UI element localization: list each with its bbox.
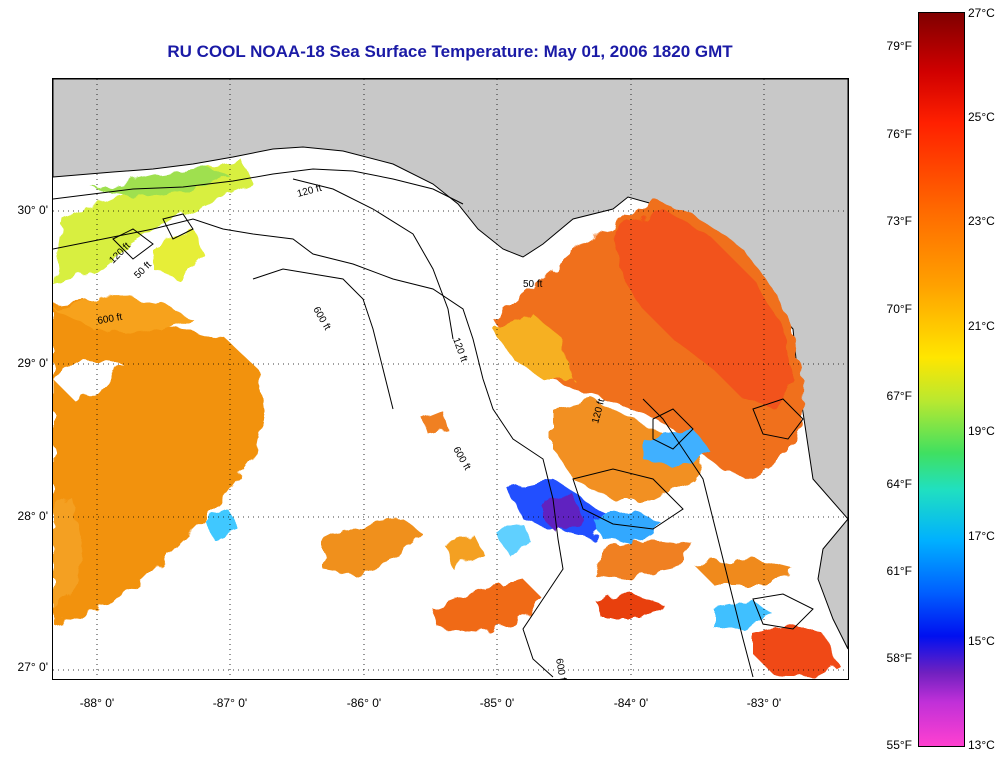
lat-label-27: 27° 0'	[17, 660, 48, 674]
contour-label: 600 ft	[553, 658, 568, 679]
lon-label-88: -88° 0'	[79, 696, 115, 710]
lon-label-83: -83° 0'	[746, 696, 782, 710]
colorbar-f-label: 55°F	[886, 738, 912, 752]
colorbar-f-label: 64°F	[886, 477, 912, 491]
lat-label-30: 30° 0'	[17, 203, 48, 217]
colorbar-c-label: 21°C	[968, 319, 995, 333]
colorbar-c-label: 19°C	[968, 424, 995, 438]
lat-label-29: 29° 0'	[17, 356, 48, 370]
sst-map-canvas: 120 ft 50 ft 600 ft 120 ft 50 ft 600 ft …	[53, 79, 848, 679]
contour-label: 50 ft	[132, 259, 154, 281]
contour-label: 600 ft	[450, 445, 472, 472]
colorbar-f-label: 73°F	[886, 214, 912, 228]
map-title: RU COOL NOAA-18 Sea Surface Temperature:…	[167, 42, 733, 61]
colorbar-c-label: 15°C	[968, 634, 995, 648]
colorbar-f-label: 67°F	[886, 389, 912, 403]
colorbar-c-label: 17°C	[968, 529, 995, 543]
colorbar-c-label: 23°C	[968, 214, 995, 228]
lon-label-86: -86° 0'	[346, 696, 382, 710]
contour-label: 120 ft	[296, 183, 323, 200]
colorbar-f-label: 70°F	[886, 302, 912, 316]
map-grid	[53, 79, 848, 679]
colorbar-f-label: 76°F	[886, 127, 912, 141]
sst-patches	[53, 161, 838, 677]
contour-label: 50 ft	[523, 279, 543, 290]
colorbar-c-label: 25°C	[968, 110, 995, 124]
sst-map: 120 ft 50 ft 600 ft 120 ft 50 ft 600 ft …	[52, 78, 849, 680]
contour-label: 600 ft	[97, 312, 124, 327]
lat-label-28: 28° 0'	[17, 509, 48, 523]
colorbar-f-label: 61°F	[886, 564, 912, 578]
colorbar-f-label: 58°F	[886, 651, 912, 665]
temperature-colorbar	[918, 12, 965, 747]
lon-label-84: -84° 0'	[613, 696, 649, 710]
lon-label-87: -87° 0'	[212, 696, 248, 710]
contour-label: 600 ft	[310, 305, 332, 332]
lon-label-85: -85° 0'	[479, 696, 515, 710]
colorbar-c-label: 27°C	[968, 6, 995, 20]
contour-label: 120 ft	[450, 336, 469, 363]
colorbar-c-label: 13°C	[968, 738, 995, 752]
bathymetry-contours	[53, 168, 814, 678]
land-florida-peninsula	[817, 518, 848, 650]
colorbar-f-label: 79°F	[886, 39, 912, 53]
